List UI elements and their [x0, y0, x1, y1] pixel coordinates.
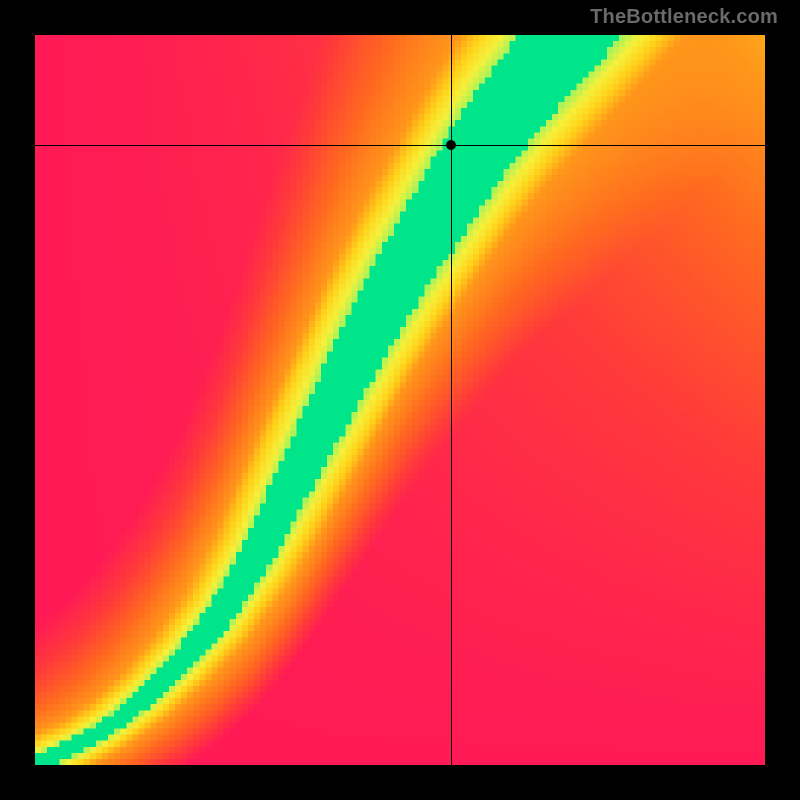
watermark-text: TheBottleneck.com: [590, 6, 778, 29]
crosshair-horizontal: [35, 145, 765, 146]
chart-container: TheBottleneck.com: [0, 0, 800, 800]
crosshair-marker: [446, 140, 456, 150]
plot-area: [35, 35, 765, 765]
